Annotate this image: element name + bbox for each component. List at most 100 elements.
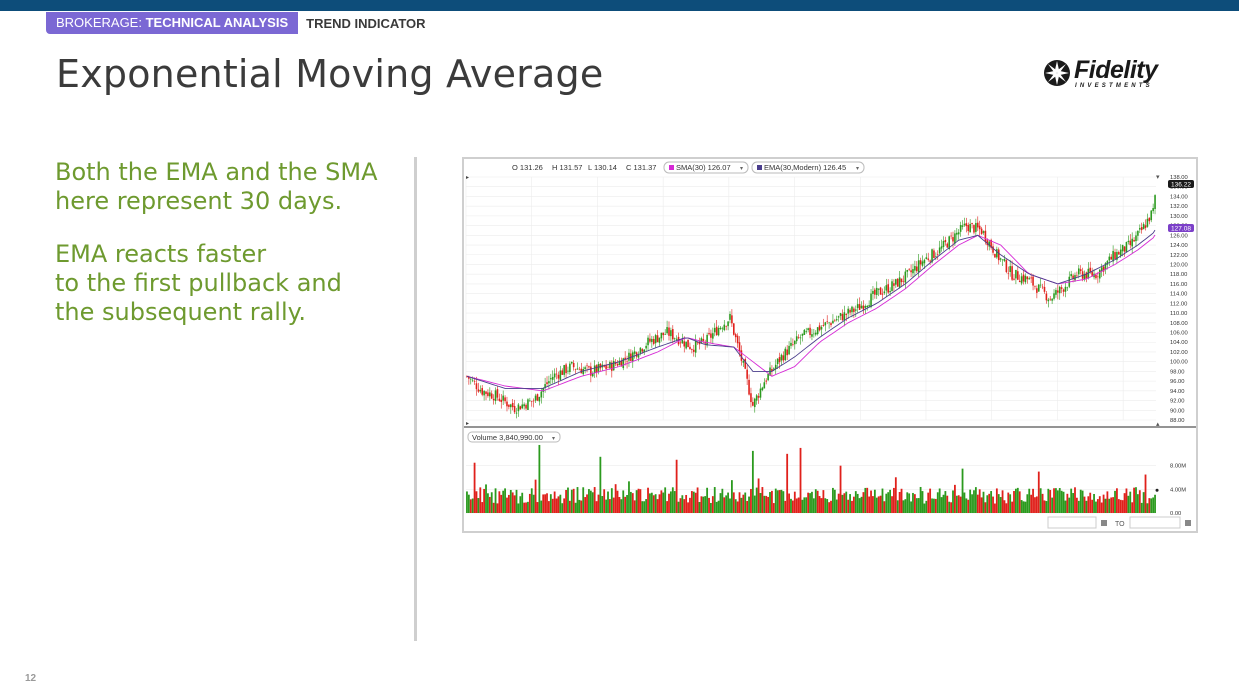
volume-bar: [933, 498, 935, 513]
candle-body: [952, 237, 954, 242]
candle-body: [917, 260, 920, 273]
candle-body: [858, 304, 861, 310]
candle-body: [782, 355, 785, 361]
candle-body: [637, 354, 640, 358]
volume-bar: [668, 493, 670, 513]
candle-body: [1060, 287, 1063, 289]
candle-body: [832, 320, 834, 324]
candle-body: [864, 306, 867, 308]
candle-body: [639, 347, 642, 353]
candle-body: [614, 362, 617, 365]
volume-bar: [507, 494, 510, 513]
expand-arrow-icon[interactable]: ▸: [466, 175, 469, 181]
stock-chart[interactable]: O 131.26 H 131.57 L 130.14 C 131.37 SMA(…: [462, 157, 1198, 533]
volume-bar: [1055, 488, 1057, 513]
volume-bar: [1117, 499, 1120, 513]
ema-legend-pill[interactable]: [751, 161, 865, 174]
volume-bar: [967, 499, 970, 513]
candle-body: [521, 404, 524, 409]
sma-legend-pill[interactable]: [663, 161, 749, 174]
range-start-input[interactable]: [1047, 516, 1097, 529]
volume-bar: [763, 495, 766, 513]
candle-body: [1020, 276, 1023, 284]
price-tick-label: 108.00: [1170, 321, 1188, 327]
chart-grid: [465, 176, 1156, 421]
candle-body: [944, 239, 947, 243]
volume-bar: [1079, 489, 1082, 513]
candle-body: [677, 336, 680, 345]
volume-bar: [761, 487, 764, 513]
volume-legend-pill[interactable]: [467, 431, 561, 443]
volume-bar: [528, 493, 531, 513]
candle-body: [595, 365, 598, 373]
candle-body: [635, 352, 638, 357]
candle-body: [908, 268, 910, 270]
volume-bar: [898, 491, 901, 513]
volume-bar: [487, 493, 489, 513]
scroll-icon[interactable]: ▴: [1156, 421, 1160, 428]
sma-dropdown-icon[interactable]: ▾: [740, 166, 743, 172]
volume-bar: [647, 487, 649, 513]
volume-bar: [1018, 491, 1021, 513]
volume-bar: [839, 465, 842, 513]
candle-body: [887, 284, 889, 293]
candle-body: [1119, 249, 1122, 256]
candle-body: [475, 383, 478, 390]
ema-dropdown-icon[interactable]: ▾: [856, 166, 859, 172]
candle-body: [828, 322, 830, 324]
sma-legend-swatch: [669, 165, 674, 170]
candle-body: [611, 362, 613, 371]
candle-body: [1026, 276, 1029, 280]
volume-bar: [730, 480, 733, 513]
candle-body: [759, 388, 762, 398]
candle-body: [910, 270, 912, 273]
volume-bar: [525, 502, 527, 513]
candle-body: [872, 290, 874, 295]
volume-bar: [687, 502, 689, 513]
candle-body: [704, 341, 707, 344]
volume-bar: [696, 487, 699, 513]
volume-bar: [862, 492, 865, 513]
candle-body: [1001, 259, 1004, 261]
candle-body: [494, 390, 497, 401]
volume-bar: [509, 489, 512, 513]
calendar-start-icon[interactable]: [1101, 520, 1107, 526]
candle-body: [572, 362, 575, 368]
candle-body: [555, 373, 558, 375]
volume-bar: [1005, 503, 1008, 513]
volume-bar: [725, 495, 728, 513]
volume-bar: [776, 490, 779, 513]
candle-body: [1112, 250, 1114, 262]
volume-bar: [568, 500, 571, 513]
volume-bar: [628, 481, 630, 513]
candle-body: [536, 394, 539, 401]
candle-body: [691, 349, 693, 350]
candle-body: [778, 357, 781, 363]
chart-svg[interactable]: O 131.26 H 131.57 L 130.14 C 131.37 SMA(…: [464, 159, 1196, 531]
price-tick-label: 118.00: [1170, 272, 1187, 278]
volume-bar: [553, 491, 556, 513]
candle-body: [1100, 267, 1103, 272]
candle-body: [624, 357, 626, 360]
volume-bar: [548, 501, 550, 513]
scroll-left-icon[interactable]: ▸: [466, 421, 469, 427]
volume-bar: [757, 478, 760, 513]
volume-bar: [1108, 498, 1111, 513]
volume-dropdown-icon[interactable]: ▾: [552, 436, 555, 442]
volume-bar: [734, 499, 737, 513]
candle-body: [710, 333, 712, 338]
range-end-input[interactable]: [1129, 516, 1181, 529]
candle-body: [984, 230, 987, 242]
collapse-icon[interactable]: ▾: [1156, 174, 1160, 181]
candle-body: [1154, 195, 1156, 209]
volume-bar: [670, 491, 672, 513]
volume-bar: [574, 502, 577, 513]
calendar-end-icon[interactable]: [1185, 520, 1191, 526]
volume-bar: [1001, 490, 1004, 513]
candle-body: [816, 327, 819, 335]
volume-bar: [854, 491, 857, 513]
volume-bar: [1037, 471, 1040, 513]
volume-bar: [904, 499, 907, 513]
volume-bar: [894, 477, 897, 513]
volume-bar: [1133, 487, 1135, 513]
